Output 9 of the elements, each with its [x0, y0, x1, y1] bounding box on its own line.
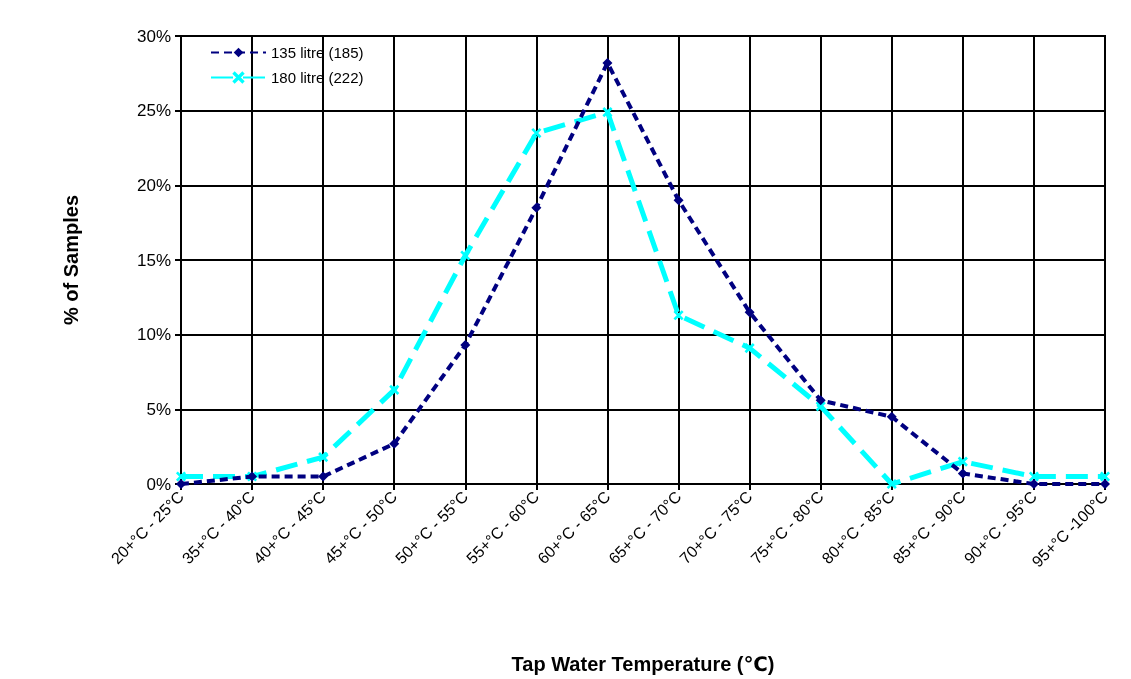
y-tick-label: 20% — [136, 175, 171, 195]
y-axis-title: % of Samples — [60, 194, 82, 326]
y-tick-label: 0% — [146, 474, 171, 494]
y-tick-label: 5% — [146, 399, 171, 419]
y-tick-label: 30% — [136, 26, 171, 46]
y-tick-label: 15% — [136, 250, 171, 270]
y-tick-label: 10% — [136, 325, 171, 345]
x-axis-title: Tap Water Temperature (℃) — [511, 653, 775, 675]
y-tick-label: 25% — [136, 101, 171, 121]
